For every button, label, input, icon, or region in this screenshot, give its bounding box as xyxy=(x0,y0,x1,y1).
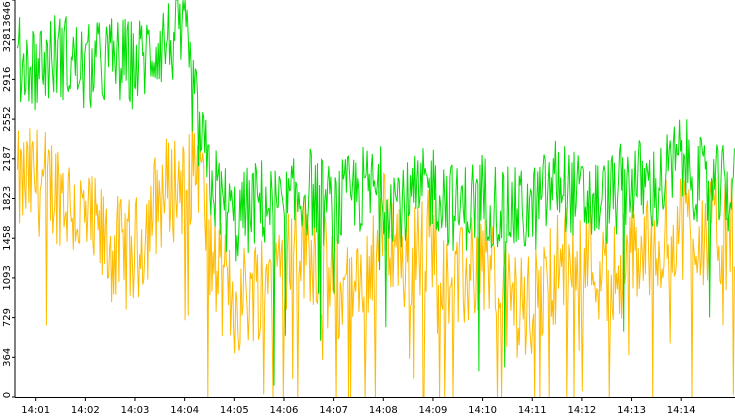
x-tick-label: 14:05 xyxy=(220,405,249,415)
y-tick-label: 1823 xyxy=(2,186,13,211)
x-tick-label: 14:07 xyxy=(319,405,348,415)
y-tick-label: 364 xyxy=(2,348,13,367)
y-tick-label: 2552 xyxy=(2,106,13,131)
y-tick-label: 3281 xyxy=(2,27,13,52)
y-tick-label: 1458 xyxy=(2,225,13,250)
x-tick-label: 14:03 xyxy=(121,405,150,415)
y-tick-label: 2187 xyxy=(2,146,13,171)
y-tick-label: 3646 xyxy=(2,1,13,26)
x-tick-label: 14:01 xyxy=(21,405,50,415)
x-tick-label: 14:04 xyxy=(170,405,199,415)
y-tick-label: 2916 xyxy=(2,67,13,92)
x-tick-label: 14:11 xyxy=(518,405,547,415)
x-tick-label: 14:13 xyxy=(617,405,646,415)
x-tick-label: 14:02 xyxy=(71,405,100,415)
y-tick-label: 729 xyxy=(2,308,13,327)
x-tick-label: 14:10 xyxy=(468,405,497,415)
x-tick-label: 14:12 xyxy=(567,405,596,415)
x-tick-label: 14:14 xyxy=(667,405,696,415)
x-tick-label: 14:08 xyxy=(369,405,398,415)
plot-series-group xyxy=(17,0,735,398)
y-tick-label: 0 xyxy=(2,392,13,398)
series-line-1 xyxy=(17,114,735,398)
series-line-0 xyxy=(17,0,735,386)
y-tick-label: 1093 xyxy=(2,265,13,290)
x-tick-label: 14:06 xyxy=(270,405,299,415)
x-tick-label: 14:09 xyxy=(419,405,448,415)
